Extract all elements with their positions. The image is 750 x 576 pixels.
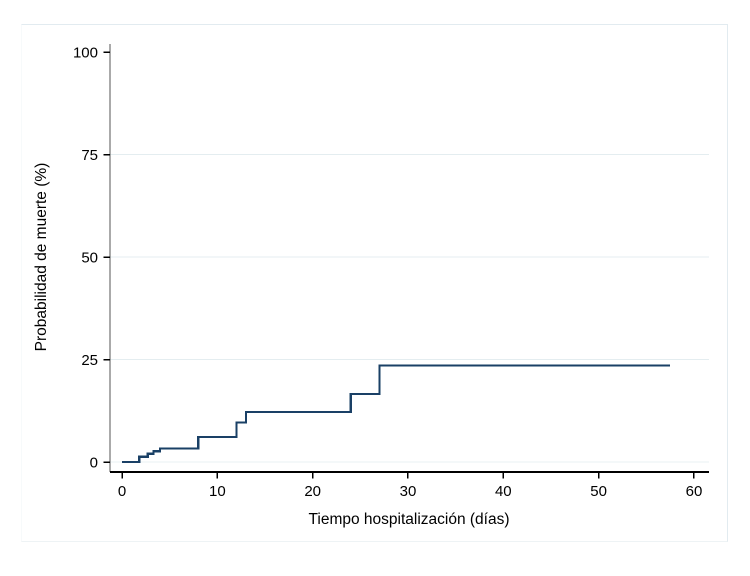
survival-step-curve: [122, 364, 671, 464]
x-tick-label: 20: [304, 483, 321, 500]
y-tick-label: 0: [90, 455, 98, 472]
y-axis-title: Probabilidad de muerte (%): [33, 163, 50, 352]
x-tick-label: 60: [686, 483, 703, 500]
x-tick-label: 0: [118, 483, 126, 500]
x-tick-label: 10: [209, 483, 226, 500]
y-tick-label: 25: [81, 352, 98, 369]
chart-generated-layer: 0 25 50 75 100 0 10 20 30 40 50 60: [73, 44, 709, 500]
x-axis-title: Tiempo hospitalización (días): [308, 511, 509, 528]
x-tick-label: 30: [400, 483, 417, 500]
x-tick-label: 40: [495, 483, 512, 500]
x-tick-label: 50: [590, 483, 607, 500]
y-tick-label: 50: [81, 250, 98, 267]
y-tick-label: 100: [73, 45, 98, 62]
y-tick-label: 75: [81, 147, 98, 164]
